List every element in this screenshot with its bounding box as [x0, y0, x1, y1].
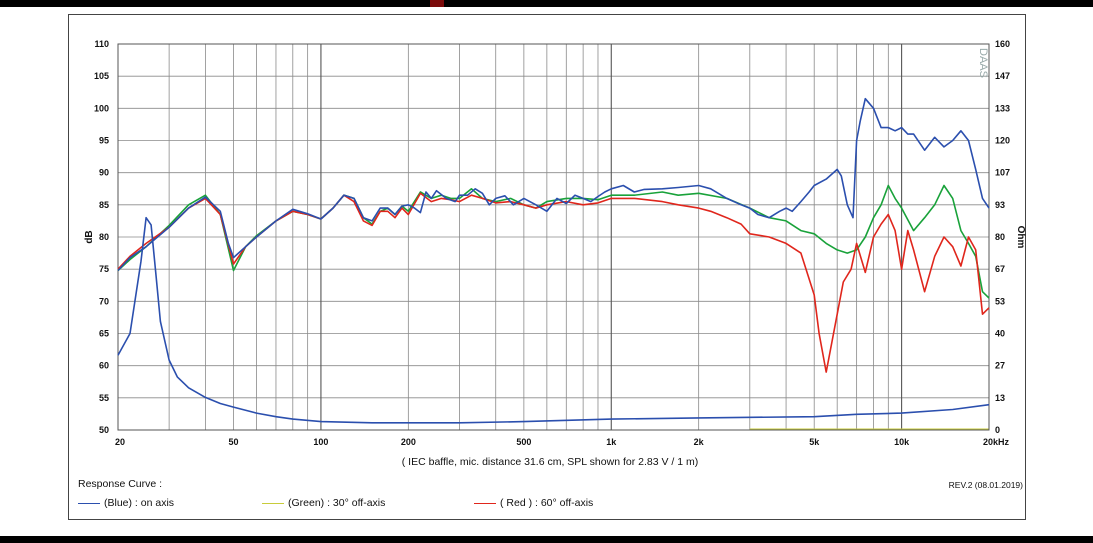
grid: [117, 43, 990, 431]
y-tick-label: 90: [99, 168, 109, 178]
y2-tick-label: 27: [995, 361, 1005, 371]
x-tick-label: 200: [401, 437, 416, 447]
chart-frame: [68, 14, 1026, 520]
x-tick-label: 100: [313, 437, 328, 447]
top-bar-accent: [430, 0, 444, 7]
y-tick-label: 95: [99, 136, 109, 146]
legend-item-green: (Green) : 30° off-axis: [262, 497, 385, 509]
y-tick-label: 110: [94, 39, 109, 49]
series-group: [117, 97, 990, 424]
legend-item-red: ( Red ) : 60° off-axis: [474, 497, 593, 509]
revision-label: REV.2 (08.01.2019): [948, 480, 1023, 490]
y2-tick-label: 107: [995, 168, 1010, 178]
y2-tick-label: 120: [995, 136, 1010, 146]
y-tick-label: 100: [94, 103, 109, 113]
legend-swatch-red: [474, 502, 496, 504]
y-axis-label: dB: [84, 230, 95, 243]
y2-axis-label: Ohm: [1015, 226, 1026, 249]
series-blue-on-axis: [117, 97, 990, 272]
x-tick-label: 2k: [694, 437, 705, 447]
y-tick-label: 55: [99, 393, 109, 403]
watermark-text: DAAS: [977, 48, 989, 78]
x-axis-caption: ( IEC baffle, mic. distance 31.6 cm, SPL…: [402, 456, 698, 468]
y2-tick-label: 147: [995, 71, 1010, 81]
bottom-bar: [0, 536, 1093, 543]
x-tick-label: 20: [115, 437, 125, 447]
y2-tick-label: 133: [995, 103, 1010, 113]
y2-tick-label: 67: [995, 264, 1005, 274]
legend-swatch-blue: [78, 502, 100, 504]
series-impedance: [117, 216, 990, 424]
x-tick-label: 500: [516, 437, 531, 447]
top-bar: [0, 0, 1093, 7]
y2-tick-label: 13: [995, 393, 1005, 403]
legend-swatch-green: [262, 502, 284, 504]
plot-area-border: [117, 43, 990, 431]
y-tick-label: 75: [99, 264, 109, 274]
series-red-60: [117, 192, 990, 373]
x-tick-label: 5k: [809, 437, 820, 447]
legend-label-blue: (Blue) : on axis: [104, 497, 175, 509]
y2-tick-label: 40: [995, 329, 1005, 339]
legend-title: Response Curve :: [78, 478, 163, 490]
legend-label-green: (Green) : 30° off-axis: [288, 497, 386, 509]
x-tick-label: 10k: [894, 437, 910, 447]
y-tick-label: 50: [99, 425, 109, 435]
y-tick-label: 70: [99, 296, 109, 306]
y-tick-label: 80: [99, 232, 109, 242]
y2-tick-label: 93: [995, 200, 1005, 210]
y2-tick-label: 0: [995, 425, 1000, 435]
y-axis-ticks: 110 105 100 95 90 85 80 75 70 65 60 55 50: [94, 39, 109, 435]
legend-label-red: ( Red ) : 60° off-axis: [500, 497, 594, 509]
y-tick-label: 105: [94, 71, 109, 81]
y2-tick-label: 53: [995, 296, 1005, 306]
x-tick-label: 1k: [606, 437, 617, 447]
y2-tick-label: 160: [995, 39, 1010, 49]
y-tick-label: 60: [99, 361, 109, 371]
x-tick-label: 20kHz: [983, 437, 1010, 447]
y2-axis-ticks: 160 147 133 120 107 93 80 67 53 40 27 13 0: [995, 39, 1010, 435]
x-axis-ticks: 20 50 100 200 500 1k 2k 5k 10k 20kHz: [115, 437, 1010, 447]
legend-item-blue: (Blue) : on axis: [78, 497, 174, 509]
y-tick-label: 65: [99, 329, 109, 339]
y-tick-label: 85: [99, 200, 109, 210]
y2-tick-label: 80: [995, 232, 1005, 242]
x-tick-label: 50: [229, 437, 239, 447]
